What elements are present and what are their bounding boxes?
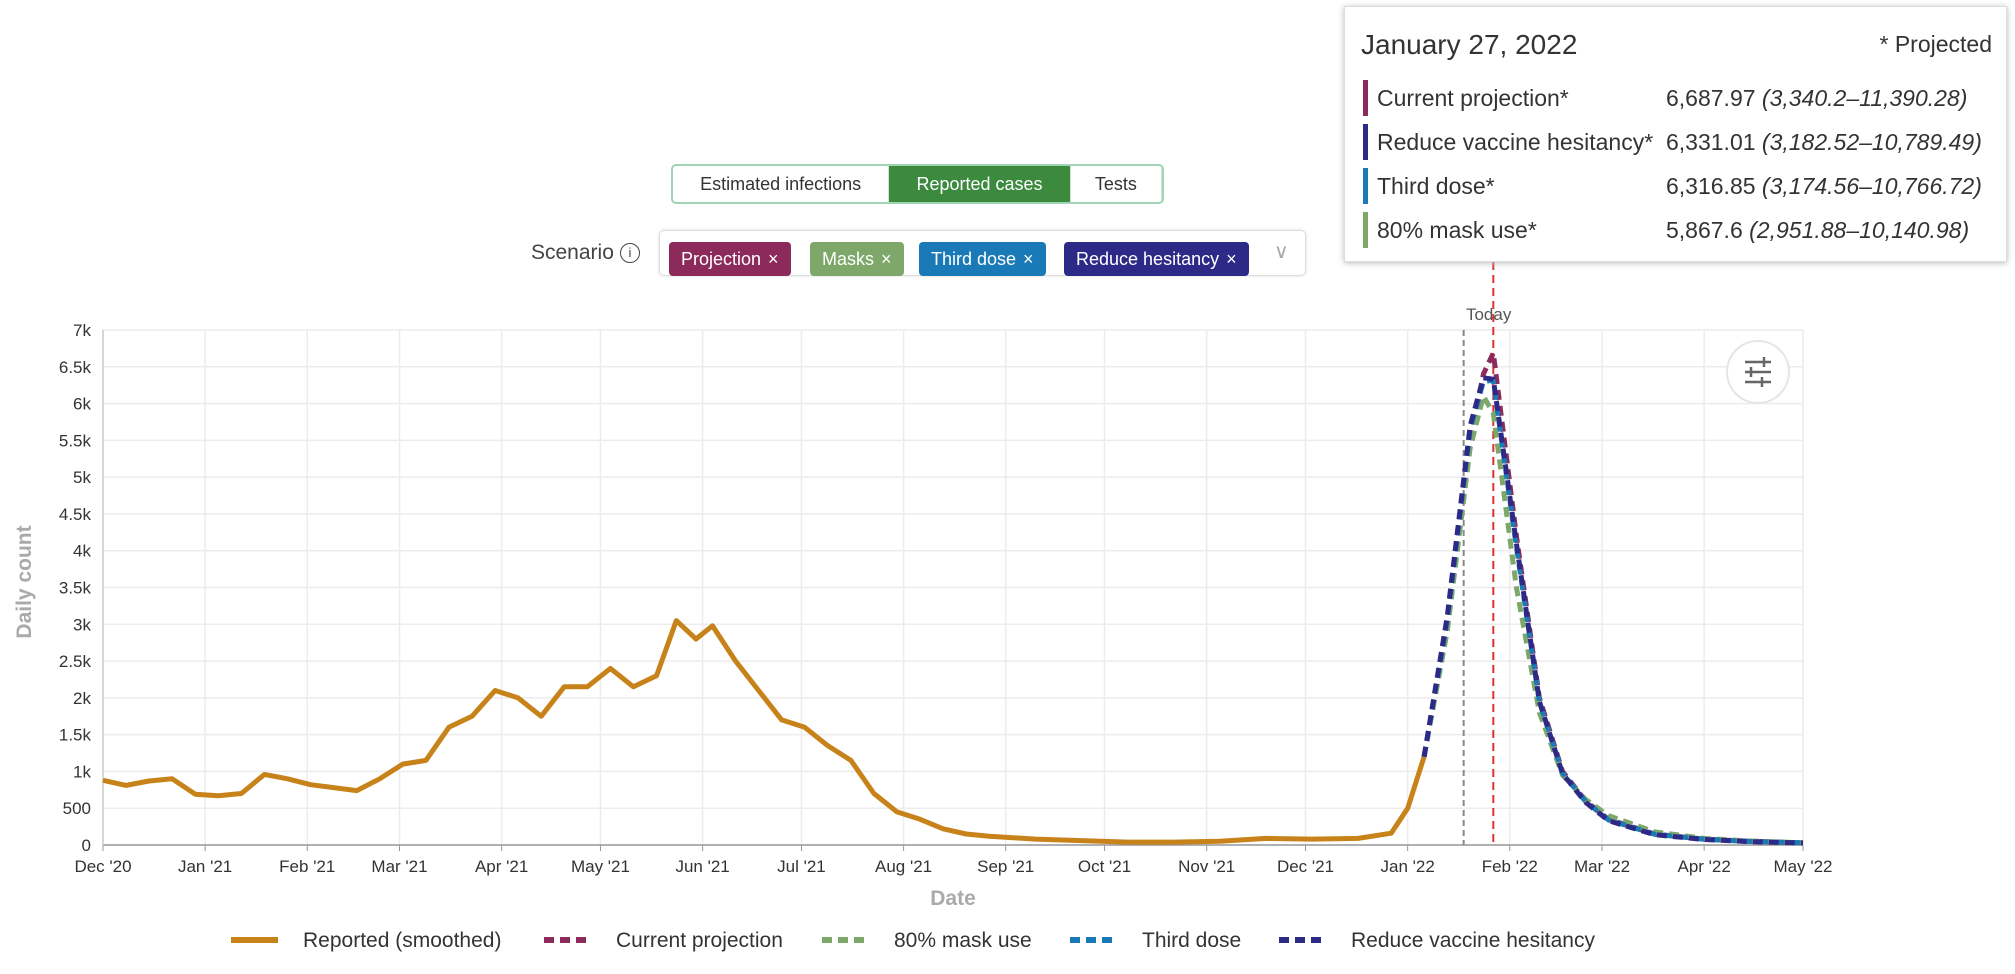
x-tick-label: Apr '22 bbox=[1677, 857, 1730, 876]
x-tick-label: Jun '21 bbox=[675, 857, 729, 876]
tooltip-date: January 27, 2022 bbox=[1361, 29, 1578, 60]
legend-label: Reported (smoothed) bbox=[303, 929, 501, 952]
interval: (3,182.52–10,789.49) bbox=[1761, 129, 1982, 155]
scenario-select[interactable]: ∨ Projection × Masks × Third dose × Reduce hesi… bbox=[659, 230, 1306, 276]
series-line bbox=[102, 618, 1427, 845]
legend-label: Third dose bbox=[1142, 929, 1241, 952]
series-line bbox=[1421, 393, 1804, 846]
chip-label: Masks bbox=[822, 248, 875, 269]
row-name: Third dose* bbox=[1377, 173, 1495, 199]
interval: (3,174.56–10,766.72) bbox=[1761, 173, 1982, 199]
x-tick-label: Dec '21 bbox=[1277, 857, 1334, 876]
tooltip-row: Current projection* 6,687.97 (3,340.2–11,… bbox=[1363, 80, 2003, 116]
chip-remove[interactable]: × bbox=[768, 248, 779, 269]
series-line bbox=[1421, 377, 1804, 846]
chip-label: Projection bbox=[681, 248, 762, 269]
color-swatch bbox=[1363, 80, 1368, 116]
y-tick-label: 3.5k bbox=[59, 579, 92, 598]
x-tick-label: May '21 bbox=[571, 857, 630, 876]
y-tick-label: 2.5k bbox=[59, 652, 92, 671]
tooltip-note: * Projected bbox=[1879, 31, 1992, 57]
scenario-chip[interactable]: Projection × bbox=[669, 242, 791, 276]
y-axis-label: Daily count bbox=[13, 525, 36, 638]
color-swatch bbox=[1363, 168, 1368, 204]
x-tick-label: Dec '20 bbox=[74, 857, 131, 876]
x-tick-label: Mar '22 bbox=[1574, 857, 1630, 876]
chip-label: Reduce hesitancy bbox=[1076, 248, 1220, 269]
x-axis-label: Date bbox=[930, 887, 976, 910]
scenario-chip[interactable]: Reduce hesitancy × bbox=[1064, 242, 1249, 276]
toggle-button[interactable]: Reported cases bbox=[889, 166, 1071, 202]
scenario-chip[interactable]: Masks × bbox=[810, 242, 904, 276]
y-tick-label: 6.5k bbox=[59, 358, 92, 377]
y-tick-label: 0 bbox=[82, 836, 91, 855]
legend-label: 80% mask use bbox=[894, 929, 1032, 952]
legend-label: Reduce vaccine hesitancy bbox=[1351, 929, 1595, 952]
x-tick-label: Feb '22 bbox=[1482, 857, 1538, 876]
x-tick-label: Jan '22 bbox=[1381, 857, 1435, 876]
row-name: 80% mask use* bbox=[1377, 217, 1537, 243]
today-label: Today bbox=[1466, 305, 1512, 324]
legend-label: Current projection bbox=[616, 929, 783, 952]
interval: (3,340.2–11,390.28) bbox=[1761, 85, 1968, 111]
value: 5,867.6 bbox=[1666, 217, 1743, 243]
row-value: 6,316.85 (3,174.56–10,766.72) bbox=[1666, 173, 1982, 200]
chip-remove[interactable]: × bbox=[881, 248, 892, 269]
x-tick-label: Sep '21 bbox=[977, 857, 1034, 876]
info-icon[interactable]: i bbox=[619, 243, 640, 263]
chip-label: Third dose bbox=[931, 248, 1017, 269]
color-swatch bbox=[1363, 212, 1368, 248]
row-value: 5,867.6 (2,951.88–10,140.98) bbox=[1666, 217, 1969, 244]
x-tick-label: Jul '21 bbox=[777, 857, 826, 876]
y-tick-label: 4.5k bbox=[59, 505, 92, 524]
row-name: Current projection* bbox=[1377, 85, 1569, 111]
chip-remove[interactable]: × bbox=[1023, 248, 1034, 269]
x-tick-label: May '22 bbox=[1774, 857, 1833, 876]
toggle-button[interactable]: Tests bbox=[1071, 166, 1162, 202]
interval: (2,951.88–10,140.98) bbox=[1749, 217, 1970, 243]
series-line bbox=[1421, 375, 1804, 846]
tooltip-row: Third dose* 6,316.85 (3,174.56–10,766.72) bbox=[1363, 168, 2003, 204]
row-name: Reduce vaccine hesitancy* bbox=[1377, 129, 1654, 155]
chip-remove[interactable]: × bbox=[1226, 248, 1237, 269]
x-tick-label: Feb '21 bbox=[279, 857, 335, 876]
row-value: 6,687.97 (3,340.2–11,390.28) bbox=[1666, 85, 1967, 112]
x-tick-label: Jan '21 bbox=[178, 857, 232, 876]
x-tick-label: Mar '21 bbox=[371, 857, 427, 876]
scenario-text: Scenario bbox=[531, 241, 614, 264]
view-toggle: Estimated infections Reported cases Tests bbox=[671, 164, 1164, 204]
y-tick-label: 1k bbox=[73, 762, 91, 781]
y-tick-label: 6k bbox=[73, 395, 91, 414]
y-tick-label: 5.5k bbox=[59, 431, 92, 450]
scenario-chip[interactable]: Third dose × bbox=[919, 242, 1046, 276]
y-tick-label: 7k bbox=[73, 321, 91, 340]
tooltip-row: 80% mask use* 5,867.6 (2,951.88–10,140.98… bbox=[1363, 212, 2003, 248]
x-tick-label: Oct '21 bbox=[1078, 857, 1131, 876]
expand-icon[interactable]: ∨ bbox=[1274, 241, 1289, 263]
scenario-label: Scenario i bbox=[531, 241, 640, 265]
y-tick-label: 5k bbox=[73, 468, 91, 487]
row-value: 6,331.01 (3,182.52–10,789.49) bbox=[1666, 129, 1982, 156]
y-tick-label: 3k bbox=[73, 615, 91, 634]
value: 6,316.85 bbox=[1666, 173, 1756, 199]
x-tick-label: Apr '21 bbox=[475, 857, 528, 876]
y-tick-label: 1.5k bbox=[59, 726, 92, 745]
toggle-button[interactable]: Estimated infections bbox=[673, 166, 890, 202]
color-swatch bbox=[1363, 124, 1368, 160]
y-tick-label: 2k bbox=[73, 689, 91, 708]
y-tick-label: 4k bbox=[73, 542, 91, 561]
value: 6,687.97 bbox=[1666, 85, 1756, 111]
value: 6,331.01 bbox=[1666, 129, 1756, 155]
tooltip-row: Reduce vaccine hesitancy* 6,331.01 (3,182… bbox=[1363, 124, 2003, 160]
x-tick-label: Nov '21 bbox=[1178, 857, 1235, 876]
y-tick-label: 500 bbox=[63, 799, 91, 818]
series-line bbox=[1421, 350, 1804, 846]
tooltip: January 27, 2022 * Projected Current pro… bbox=[1344, 6, 2007, 262]
x-tick-label: Aug '21 bbox=[875, 857, 932, 876]
